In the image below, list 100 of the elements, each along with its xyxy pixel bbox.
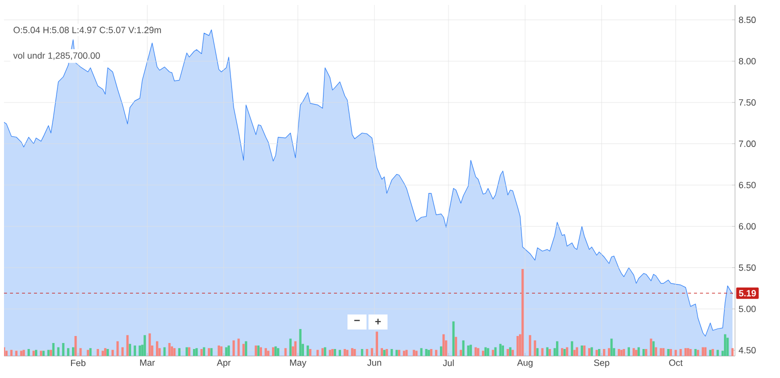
- annotation: −: [354, 320, 360, 322]
- bar: [257, 346, 260, 356]
- bar: [590, 347, 593, 356]
- bar: [704, 347, 707, 356]
- bar: [670, 349, 672, 356]
- bar: [264, 348, 267, 356]
- bar: [220, 346, 222, 356]
- bar: [380, 348, 383, 356]
- bar: [425, 349, 428, 356]
- bar: [667, 349, 670, 356]
- bar: [467, 346, 470, 356]
- bar: [548, 349, 551, 356]
- bar: [428, 350, 430, 356]
- bar: [716, 350, 719, 356]
- bar: [470, 344, 472, 356]
- bar: [516, 336, 519, 356]
- bar: [635, 350, 638, 356]
- bar: [237, 338, 240, 356]
- bar: [563, 349, 566, 356]
- bar: [228, 346, 230, 356]
- x-tick-label: Mar: [140, 360, 155, 366]
- bar: [583, 346, 586, 356]
- bar: [642, 349, 645, 356]
- bar: [396, 350, 398, 356]
- y-tick-label: 6.50: [738, 182, 756, 188]
- x-tick-label: Sep: [594, 360, 610, 368]
- bar: [440, 346, 442, 356]
- bar: [477, 348, 480, 356]
- x-tick-label: Oct: [669, 360, 683, 366]
- x-tick-label: Aug: [517, 360, 533, 368]
- bar: [598, 349, 600, 356]
- y-tick-label: 7.50: [738, 99, 756, 106]
- bar: [306, 346, 309, 356]
- bar: [509, 347, 512, 356]
- bar: [628, 347, 630, 356]
- bar: [186, 347, 188, 356]
- bar: [602, 349, 606, 356]
- bar: [346, 350, 348, 356]
- annotation: +: [375, 318, 381, 324]
- bar: [724, 334, 726, 356]
- bar: [351, 348, 354, 356]
- bar: [596, 350, 598, 356]
- bar: [512, 350, 514, 356]
- x-tick-label: Apr: [216, 360, 231, 368]
- bar: [462, 340, 464, 356]
- bar: [662, 348, 665, 356]
- bar: [260, 347, 262, 356]
- y-tick-label: 4.50: [738, 347, 756, 354]
- bar: [546, 347, 548, 356]
- bar: [474, 347, 477, 356]
- bar: [482, 350, 484, 356]
- bar: [460, 350, 462, 356]
- y-tick-label: 6.00: [738, 223, 756, 230]
- bar: [521, 269, 524, 356]
- bar: [225, 347, 228, 356]
- bar: [188, 347, 190, 356]
- bar: [680, 349, 682, 356]
- annotation: O:5.04 H:5.08 L:4.97 C:5.07 V:1.29m: [14, 26, 161, 34]
- bar: [195, 348, 198, 356]
- x-tick-label: Feb: [71, 360, 86, 366]
- bar: [193, 349, 196, 356]
- bar: [386, 349, 388, 356]
- bar: [502, 346, 504, 356]
- bar: [218, 346, 220, 356]
- y-tick-label: 5.50: [738, 264, 756, 271]
- x-tick-label: May: [290, 360, 306, 368]
- bar: [272, 347, 274, 356]
- bar: [274, 346, 277, 356]
- bar: [383, 350, 386, 356]
- bar: [632, 348, 635, 356]
- bar: [420, 348, 423, 356]
- y-tick-label: 5.00: [738, 306, 756, 312]
- bar: [267, 350, 270, 356]
- bar: [338, 350, 342, 356]
- bar: [178, 348, 180, 356]
- bar: [541, 348, 544, 356]
- bar: [390, 349, 393, 356]
- x-tick-label: Jun: [367, 360, 382, 366]
- bar: [316, 350, 319, 356]
- bar: [398, 350, 400, 356]
- bar: [638, 347, 640, 356]
- bar: [712, 349, 714, 356]
- ref-line-label: 5.19: [738, 290, 756, 296]
- bar: [299, 329, 302, 356]
- annotation: vol undr 1,285,700.00: [13, 52, 100, 60]
- y-tick-label: 8.50: [738, 16, 756, 24]
- bar: [148, 333, 151, 356]
- bar: [709, 350, 712, 356]
- bar: [435, 350, 438, 356]
- bar: [580, 346, 584, 356]
- bar: [556, 341, 558, 356]
- bar: [506, 349, 509, 356]
- bar: [622, 349, 626, 356]
- bar: [674, 350, 677, 356]
- bar: [344, 349, 346, 356]
- y-tick-label: 7.00: [738, 140, 756, 147]
- bar: [430, 349, 432, 356]
- bar: [276, 348, 280, 356]
- bar: [156, 341, 158, 356]
- bar: [232, 340, 235, 356]
